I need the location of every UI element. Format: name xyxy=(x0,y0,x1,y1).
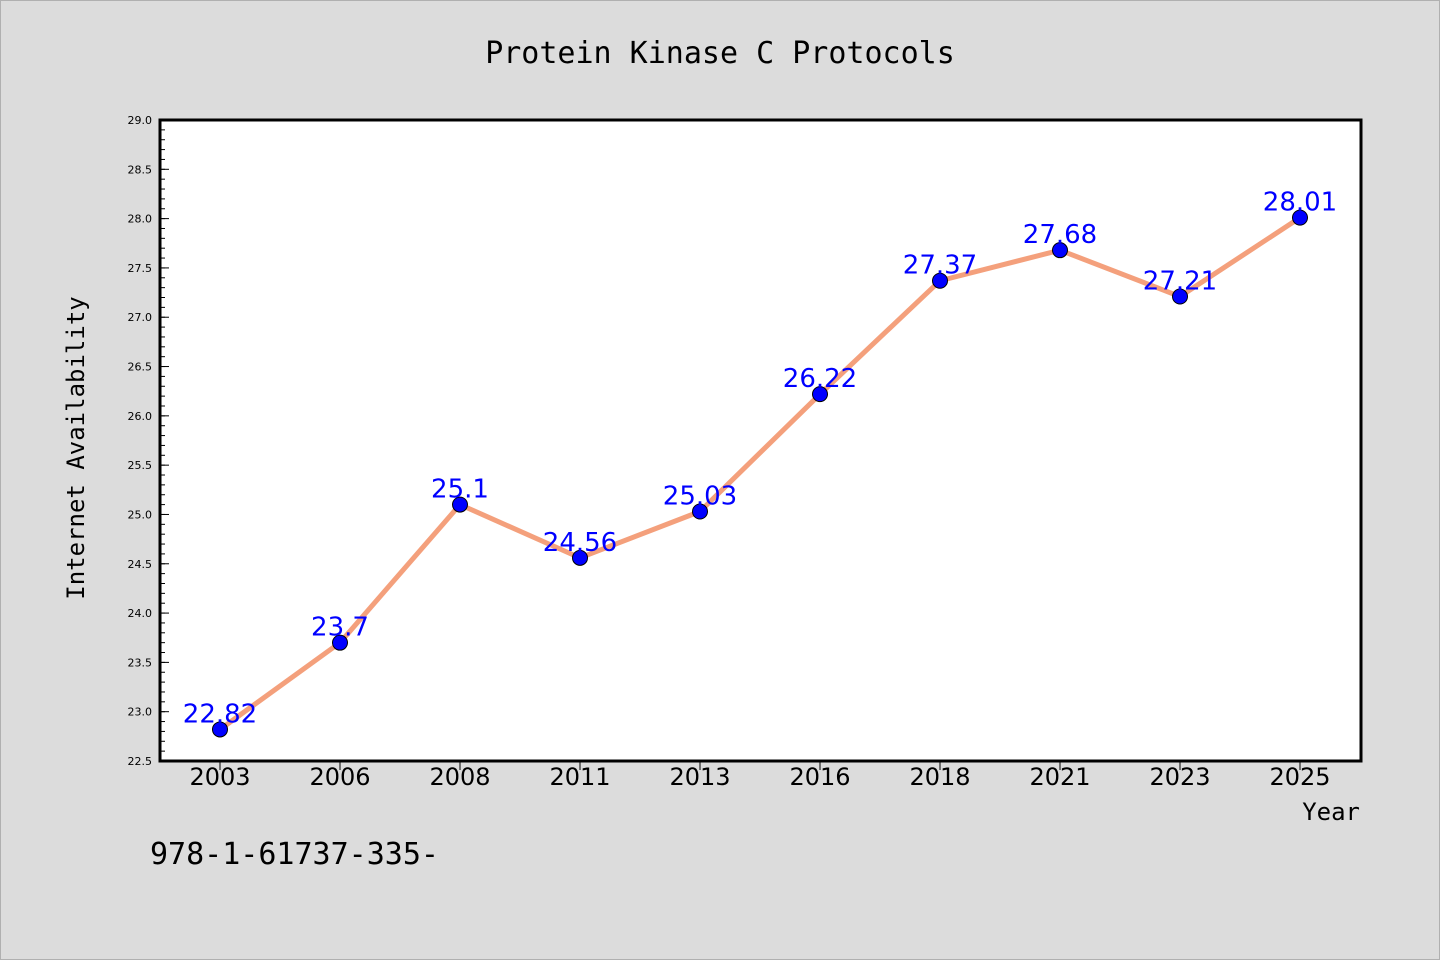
data-label: 24.56 xyxy=(543,528,617,558)
x-tick-label: 2018 xyxy=(909,763,970,791)
data-label: 27.68 xyxy=(1023,220,1097,250)
x-tick-label: 2016 xyxy=(789,763,850,791)
x-tick-label: 2011 xyxy=(549,763,610,791)
x-tick-label: 2025 xyxy=(1269,763,1330,791)
x-tick-label: 2021 xyxy=(1029,763,1090,791)
y-tick-label: 28.0 xyxy=(128,213,153,226)
data-point xyxy=(1292,209,1308,226)
x-tick-label: 2023 xyxy=(1149,763,1210,791)
y-tick-label: 26.0 xyxy=(128,410,153,423)
data-label: 28.01 xyxy=(1263,188,1337,218)
y-tick-label: 27.5 xyxy=(128,262,153,275)
x-axis-label: Year xyxy=(1302,798,1360,826)
data-point xyxy=(1052,242,1068,259)
data-point xyxy=(812,386,828,403)
y-tick-label: 26.5 xyxy=(128,361,153,374)
y-tick-label: 29.0 xyxy=(128,114,153,127)
x-tick-label: 2013 xyxy=(669,763,730,791)
y-tick-label: 24.0 xyxy=(128,607,153,620)
data-label: 25.03 xyxy=(663,482,737,512)
footer-code: 978-1-61737-335- xyxy=(150,837,439,872)
y-tick-label: 24.5 xyxy=(128,558,153,571)
y-tick-label: 22.5 xyxy=(128,755,153,768)
x-tick-label: 2003 xyxy=(189,763,250,791)
y-axis-label: Internet Availability xyxy=(62,296,90,599)
x-axis: 2003 2006 2008 2011 2013 2016 2018 2021 2023 2025 xyxy=(189,761,1331,791)
chart-title: Protein Kinase C Protocols xyxy=(485,36,955,71)
data-label: 23.7 xyxy=(311,613,369,643)
data-label: 26.22 xyxy=(783,364,857,394)
y-axis: 22.5 23.0 23.5 24.0 24.5 25.0 25.5 26.0 26.5 27.0… xyxy=(128,114,169,768)
y-tick-label: 27.0 xyxy=(128,311,153,324)
data-point xyxy=(212,721,228,738)
data-point xyxy=(692,503,708,520)
series-line xyxy=(217,215,1303,732)
y-tick-label: 23.5 xyxy=(128,656,153,669)
y-tick-label: 25.5 xyxy=(128,459,153,472)
data-labels: 22.82 23.7 25.1 24.56 25.03 26.22 27.37 27.68 27… xyxy=(183,188,1337,730)
data-point xyxy=(932,272,948,289)
y-tick-label: 23.0 xyxy=(128,706,153,719)
data-point xyxy=(1172,288,1188,305)
data-label: 22.82 xyxy=(183,699,257,729)
series-layer xyxy=(212,209,1308,738)
plot-area xyxy=(158,118,1363,763)
x-tick-label: 2008 xyxy=(429,763,490,791)
data-label: 27.21 xyxy=(1143,267,1217,297)
y-tick-label: 28.5 xyxy=(128,163,153,176)
data-label: 27.37 xyxy=(903,251,977,281)
data-point xyxy=(332,634,348,651)
x-tick-label: 2006 xyxy=(309,763,370,791)
data-point xyxy=(572,549,588,566)
data-label: 25.1 xyxy=(431,475,489,505)
data-point xyxy=(452,496,468,513)
y-tick-label: 25.0 xyxy=(128,508,153,521)
